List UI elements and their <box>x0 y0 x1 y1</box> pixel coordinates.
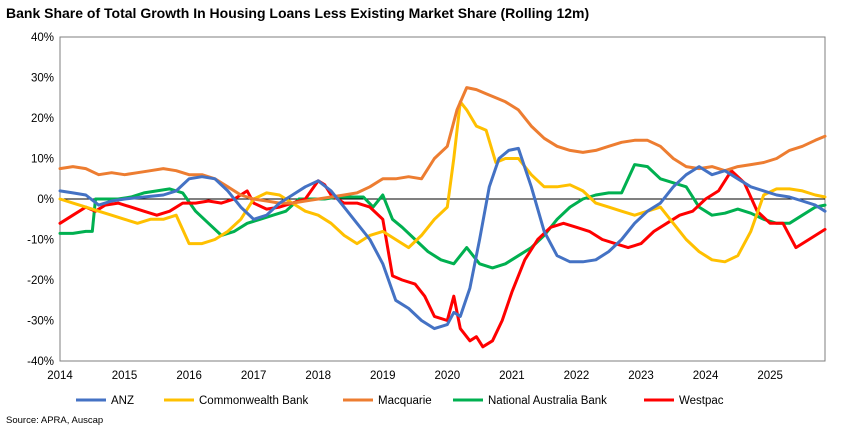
lines-layer <box>58 86 827 349</box>
axes-layer: -40% -30% -20% -10% 0% 10% 20% 30% 40% 2014 2015 20… <box>27 32 826 382</box>
x-tick-label: 2023 <box>628 370 654 382</box>
y-tick-label: -30% <box>27 316 54 328</box>
x-tick-label: 2017 <box>241 370 267 382</box>
x-tick-label: 2016 <box>176 370 202 382</box>
chart-title: Bank Share of Total Growth In Housing Lo… <box>6 5 590 21</box>
series-line-westpac <box>58 169 827 349</box>
y-tick-label: 10% <box>31 154 54 166</box>
legend-label: ANZ <box>111 395 134 407</box>
x-tick-label: 2014 <box>47 370 73 382</box>
source-note: Source: APRA, Auscap <box>6 415 104 426</box>
y-tick-label: 20% <box>31 113 54 125</box>
x-tick-label: 2015 <box>112 370 138 382</box>
y-tick-label: -40% <box>27 356 54 368</box>
x-tick-label: 2022 <box>564 370 590 382</box>
y-tick-label: -20% <box>27 275 54 287</box>
y-tick-label: 0% <box>37 194 54 206</box>
legend-label: Westpac <box>679 395 724 407</box>
legend-label: National Australia Bank <box>488 395 607 407</box>
x-tick-label: 2018 <box>305 370 331 382</box>
series-line-commonwealth-bank <box>58 100 827 264</box>
legend-label: Commonwealth Bank <box>199 395 309 407</box>
series-line-anz <box>58 146 827 331</box>
y-tick-label: 40% <box>31 32 54 44</box>
series-line-macquarie <box>58 86 827 205</box>
legend-label: Macquarie <box>378 395 432 407</box>
x-tick-label: 2019 <box>370 370 396 382</box>
y-tick-label: -10% <box>27 235 54 247</box>
x-tick-label: 2020 <box>435 370 461 382</box>
legend-layer: ANZ Commonwealth Bank Macquarie National Au… <box>76 395 724 407</box>
x-tick-label: 2024 <box>693 370 719 382</box>
x-tick-label: 2025 <box>757 370 783 382</box>
x-tick-label: 2021 <box>499 370 525 382</box>
y-tick-label: 30% <box>31 73 54 85</box>
